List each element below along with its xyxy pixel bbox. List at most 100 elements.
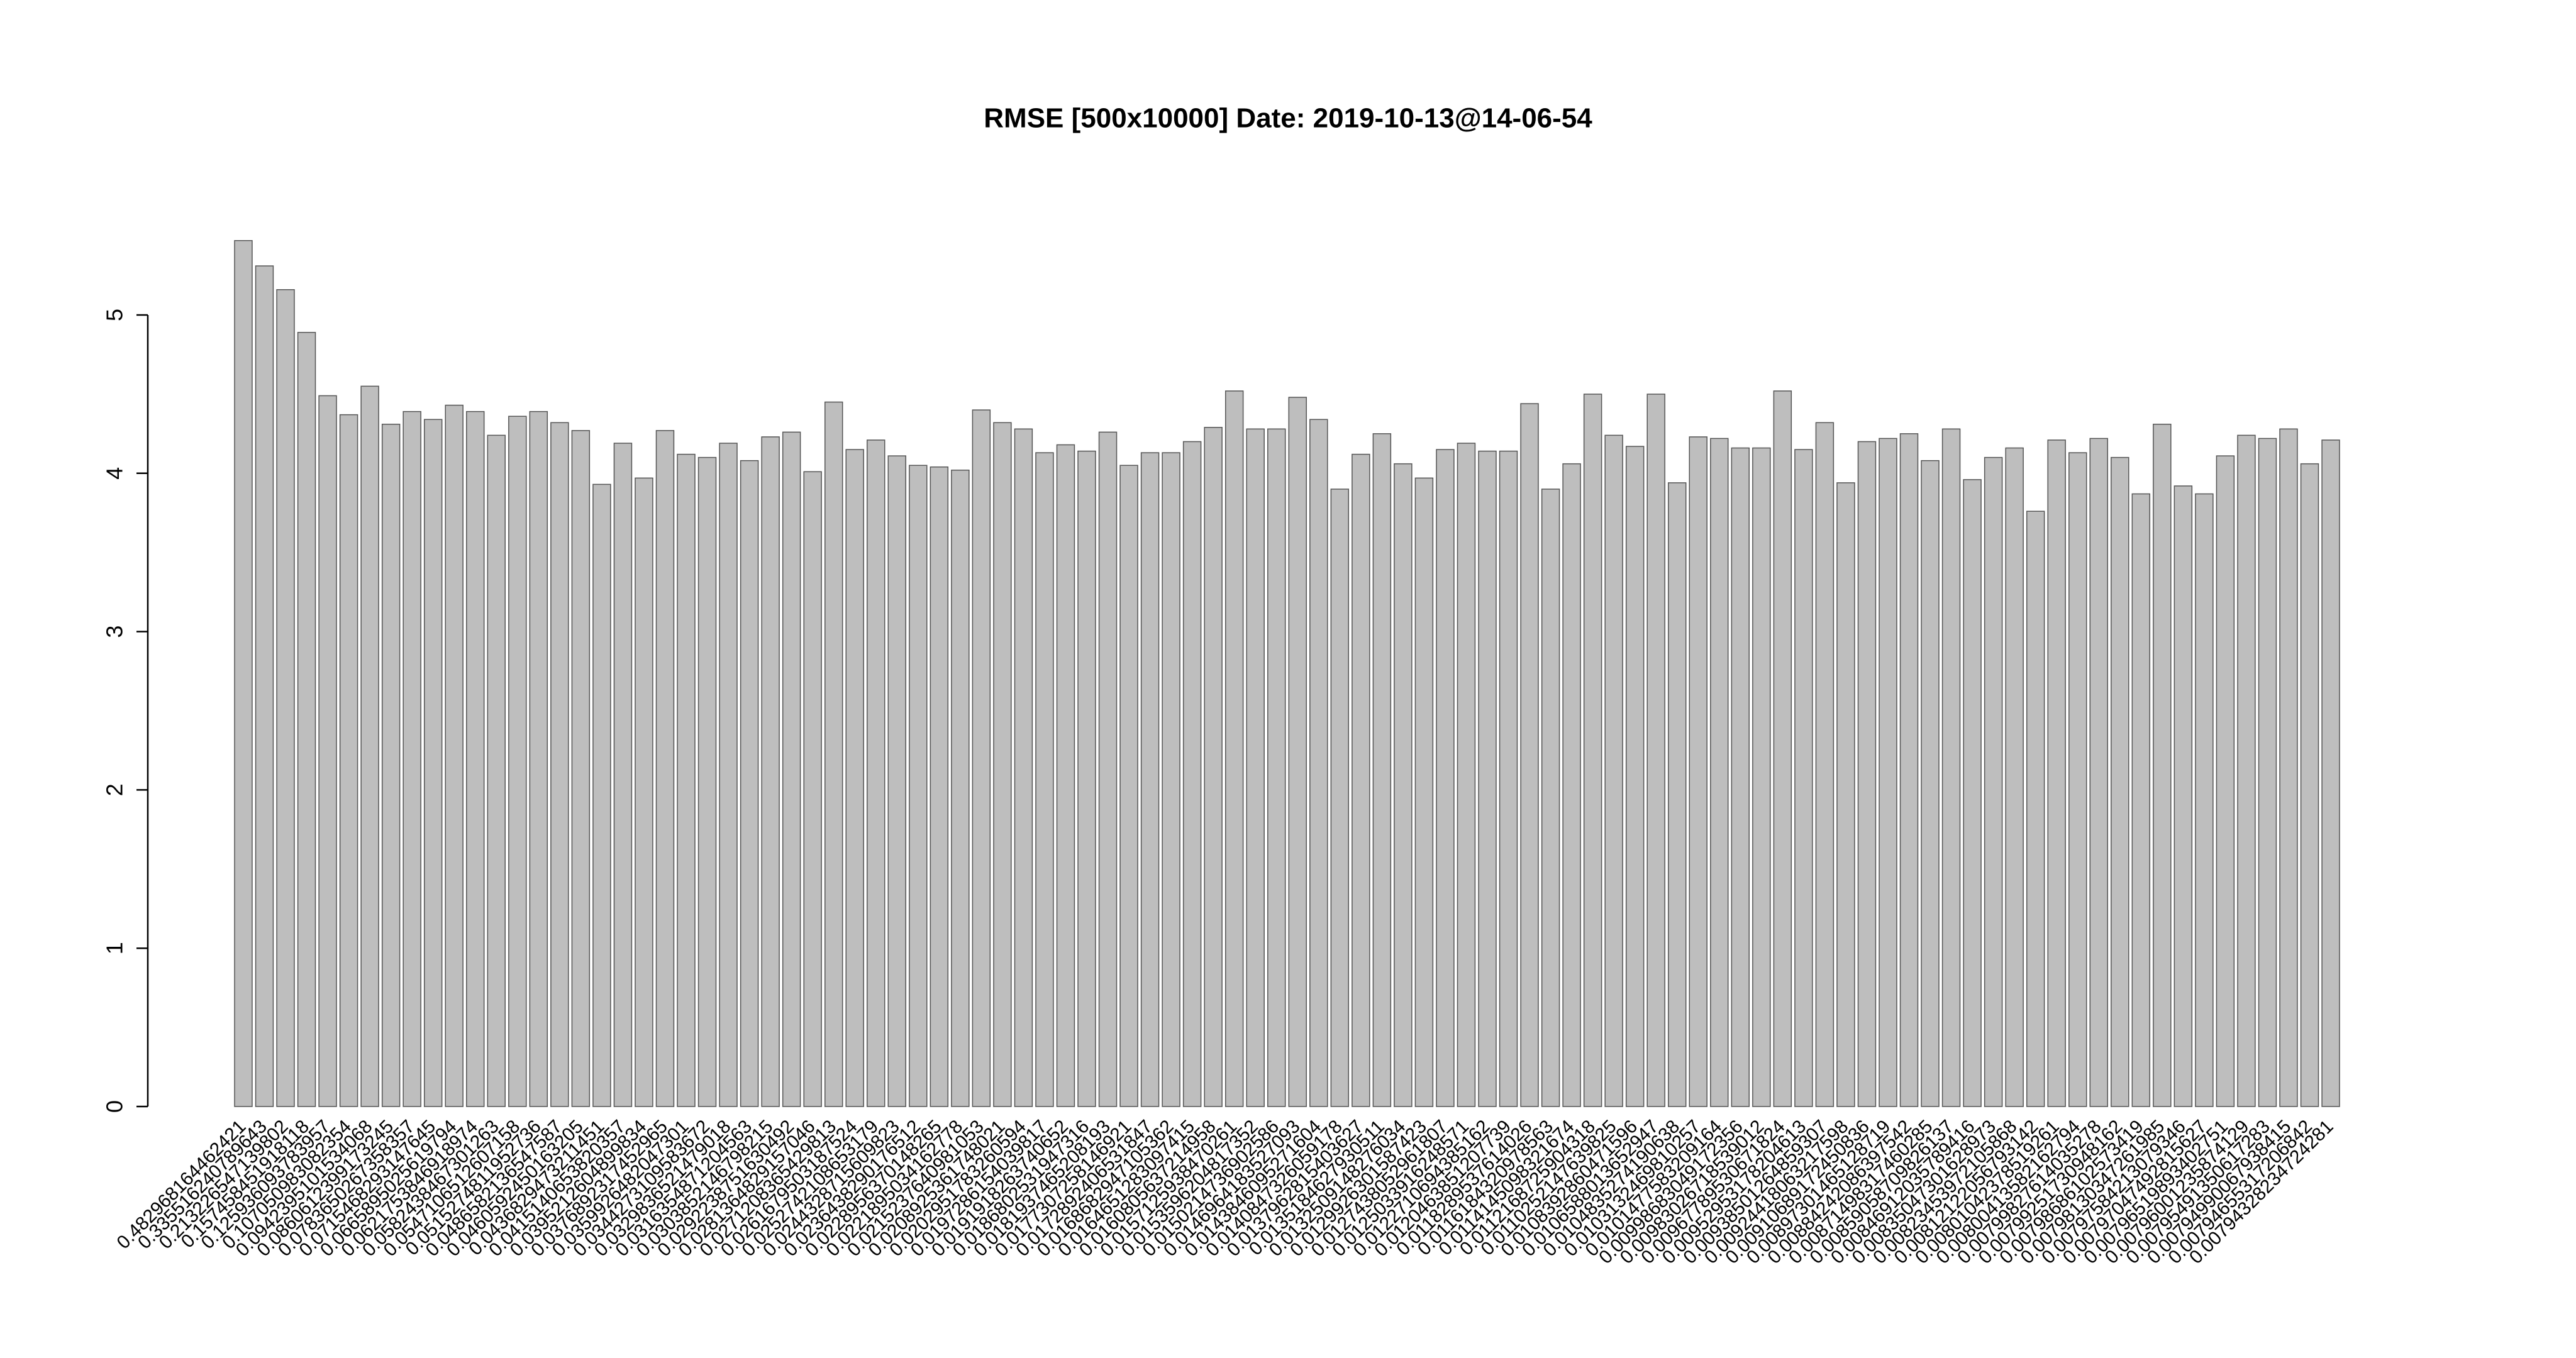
bar bbox=[1836, 482, 1855, 1107]
bar bbox=[719, 443, 738, 1107]
bar bbox=[1668, 482, 1687, 1107]
bar bbox=[1394, 463, 1413, 1107]
bar bbox=[1457, 443, 1476, 1107]
bar bbox=[1140, 452, 1160, 1107]
bar bbox=[1752, 447, 1771, 1107]
bar bbox=[1520, 403, 1539, 1107]
bar bbox=[1414, 477, 1434, 1107]
bar bbox=[2005, 447, 2024, 1107]
bar bbox=[613, 443, 633, 1107]
bar bbox=[423, 419, 443, 1107]
bar bbox=[2068, 452, 2087, 1107]
bar bbox=[1941, 428, 1961, 1107]
bar bbox=[1604, 434, 1623, 1107]
bar bbox=[1499, 450, 1518, 1107]
bar bbox=[1794, 449, 1813, 1107]
bar bbox=[255, 265, 274, 1107]
bar bbox=[1182, 441, 1202, 1107]
bar bbox=[930, 466, 949, 1107]
bar bbox=[824, 401, 843, 1107]
bar bbox=[1478, 450, 1497, 1107]
bar bbox=[1330, 489, 1350, 1107]
bar bbox=[993, 422, 1012, 1107]
bar bbox=[402, 411, 421, 1107]
bar bbox=[697, 456, 717, 1107]
bar bbox=[2237, 434, 2256, 1107]
bar bbox=[761, 436, 780, 1107]
bar bbox=[1224, 390, 1244, 1107]
bar bbox=[1267, 428, 1286, 1107]
bar bbox=[592, 483, 611, 1107]
bar bbox=[2089, 438, 2108, 1107]
chart-title: RMSE [500x10000] Date: 2019-10-13@14-06-… bbox=[984, 103, 1592, 134]
bar bbox=[2153, 423, 2172, 1107]
bar bbox=[909, 465, 928, 1107]
bar bbox=[2111, 456, 2129, 1107]
bar bbox=[1921, 460, 1940, 1107]
bar bbox=[1625, 446, 1645, 1107]
bar bbox=[2279, 428, 2298, 1107]
bar bbox=[803, 471, 822, 1107]
bar bbox=[1879, 438, 1897, 1107]
bar bbox=[1583, 394, 1602, 1107]
bar bbox=[2174, 485, 2193, 1107]
bar bbox=[550, 422, 569, 1107]
bar bbox=[339, 414, 358, 1107]
bar bbox=[381, 423, 401, 1107]
bar bbox=[951, 470, 970, 1107]
bar bbox=[887, 455, 906, 1107]
bar bbox=[1710, 438, 1729, 1107]
bar bbox=[234, 240, 253, 1107]
bar bbox=[1119, 465, 1138, 1107]
y-tick-label: 2 bbox=[102, 783, 128, 796]
bar bbox=[655, 430, 675, 1107]
bar bbox=[2300, 463, 2319, 1107]
bar bbox=[845, 449, 864, 1107]
bar bbox=[1984, 456, 2003, 1107]
bar bbox=[466, 411, 485, 1107]
bar bbox=[529, 411, 548, 1107]
bar bbox=[740, 460, 759, 1107]
bar bbox=[677, 453, 696, 1107]
y-tick-label: 0 bbox=[102, 1100, 128, 1113]
bar bbox=[1436, 449, 1455, 1107]
bar bbox=[1309, 419, 1328, 1107]
bar bbox=[571, 430, 591, 1107]
bar bbox=[1035, 452, 1054, 1107]
bar bbox=[1098, 431, 1118, 1107]
bar bbox=[2321, 439, 2340, 1107]
y-tick-label: 3 bbox=[102, 626, 128, 638]
y-tick-label: 4 bbox=[102, 467, 128, 480]
bar bbox=[1731, 447, 1750, 1107]
bar bbox=[1204, 427, 1223, 1107]
bar bbox=[1646, 394, 1665, 1107]
bar bbox=[1352, 453, 1370, 1107]
bar bbox=[1899, 433, 1919, 1107]
bar bbox=[2258, 438, 2277, 1107]
bar bbox=[508, 416, 527, 1107]
bar bbox=[1963, 479, 1982, 1107]
bar bbox=[2131, 493, 2151, 1107]
bar bbox=[1077, 450, 1096, 1107]
bar bbox=[445, 404, 464, 1107]
bar bbox=[1857, 441, 1877, 1107]
y-tick-label: 1 bbox=[102, 942, 128, 954]
bar bbox=[782, 431, 801, 1107]
bar bbox=[1246, 428, 1265, 1107]
bar bbox=[360, 385, 379, 1107]
y-tick-label: 5 bbox=[102, 309, 128, 321]
bar bbox=[2026, 511, 2045, 1107]
bar bbox=[318, 395, 337, 1107]
bar bbox=[1056, 444, 1075, 1107]
bar bbox=[867, 439, 886, 1107]
bar bbox=[1562, 463, 1581, 1107]
bar bbox=[635, 477, 653, 1107]
bar bbox=[972, 409, 991, 1107]
bar bbox=[1288, 397, 1307, 1107]
bar bbox=[276, 289, 295, 1107]
bar bbox=[1815, 422, 1835, 1107]
bar bbox=[2195, 493, 2214, 1107]
bar bbox=[297, 331, 316, 1107]
bar bbox=[1773, 390, 1792, 1107]
